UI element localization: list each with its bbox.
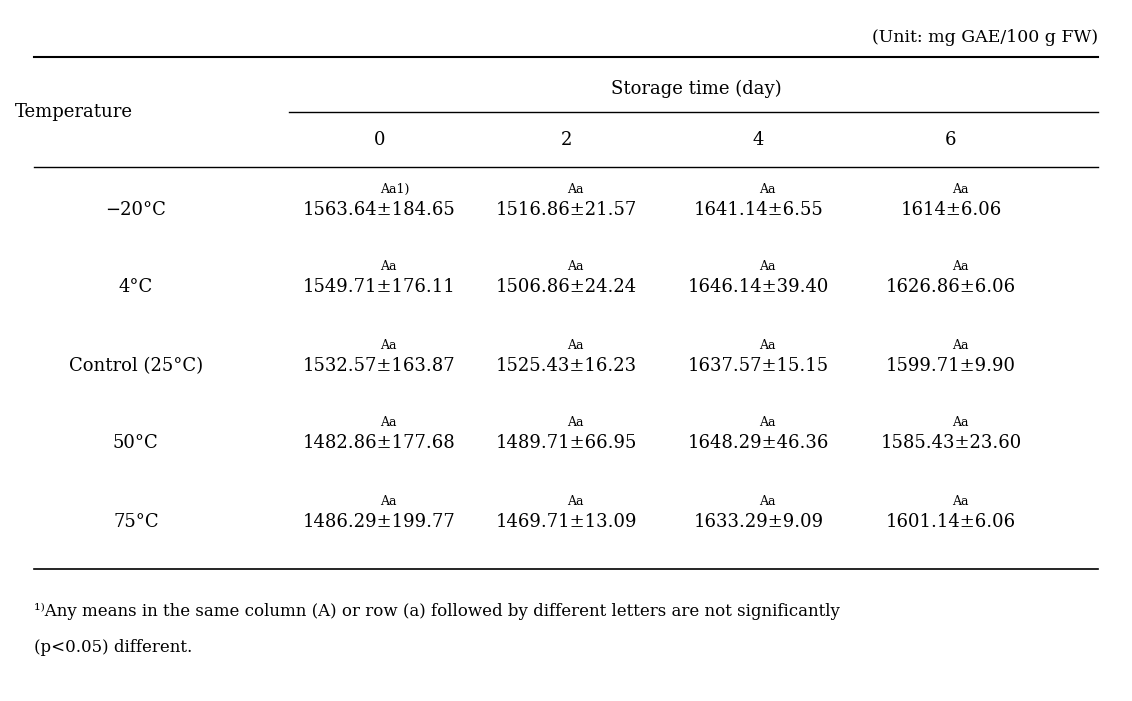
Text: 1525.43±16.23: 1525.43±16.23 [496,357,636,375]
Text: Aa: Aa [952,339,969,352]
Text: Aa: Aa [567,339,584,352]
Text: Aa: Aa [760,339,777,352]
Text: (p<0.05) different.: (p<0.05) different. [34,639,192,656]
Text: 1489.71±66.95: 1489.71±66.95 [496,434,636,452]
Text: 50°C: 50°C [113,434,158,452]
Text: 1516.86±21.57: 1516.86±21.57 [496,201,636,219]
Text: 1482.86±177.68: 1482.86±177.68 [303,434,455,452]
Text: Aa: Aa [760,260,777,273]
Text: Aa: Aa [760,416,777,429]
Text: 1506.86±24.24: 1506.86±24.24 [496,278,636,297]
Text: 1599.71±9.90: 1599.71±9.90 [886,357,1015,375]
Text: 6: 6 [945,131,957,149]
Text: Aa: Aa [760,495,777,508]
Text: 0: 0 [374,131,385,149]
Text: Aa: Aa [567,416,584,429]
Text: Aa: Aa [380,416,397,429]
Text: Aa: Aa [760,183,777,196]
Text: 1601.14±6.06: 1601.14±6.06 [886,513,1015,531]
Text: 75°C: 75°C [113,513,158,531]
Text: 1637.57±15.15: 1637.57±15.15 [688,357,829,375]
Text: 1486.29±199.77: 1486.29±199.77 [303,513,455,531]
Text: 1614±6.06: 1614±6.06 [900,201,1002,219]
Text: 4°C: 4°C [119,278,153,297]
Text: Aa: Aa [952,260,969,273]
Text: Aa: Aa [567,183,584,196]
Text: Aa: Aa [952,495,969,508]
Text: −20°C: −20°C [105,201,166,219]
Text: 1646.14±39.40: 1646.14±39.40 [688,278,829,297]
Text: Aa: Aa [952,416,969,429]
Text: 1641.14±6.55: 1641.14±6.55 [694,201,823,219]
Text: 1585.43±23.60: 1585.43±23.60 [881,434,1021,452]
Text: Aa: Aa [567,260,584,273]
Text: (Unit: mg GAE/100 g FW): (Unit: mg GAE/100 g FW) [872,29,1098,46]
Text: 1633.29±9.09: 1633.29±9.09 [694,513,823,531]
Text: 1469.71±13.09: 1469.71±13.09 [496,513,636,531]
Text: Aa: Aa [380,339,397,352]
Text: ¹⁾Any means in the same column (A) or row (a) followed by different letters are : ¹⁾Any means in the same column (A) or ro… [34,603,840,620]
Text: Aa: Aa [952,183,969,196]
Text: 2: 2 [560,131,572,149]
Text: Aa1): Aa1) [380,183,410,196]
Text: 1648.29±46.36: 1648.29±46.36 [688,434,829,452]
Text: Control (25°C): Control (25°C) [69,357,203,375]
Text: Aa: Aa [380,260,397,273]
Text: 1549.71±176.11: 1549.71±176.11 [303,278,455,297]
Text: Temperature: Temperature [15,103,132,121]
Text: Aa: Aa [567,495,584,508]
Text: 1626.86±6.06: 1626.86±6.06 [886,278,1015,297]
Text: Storage time (day): Storage time (day) [611,80,781,98]
Text: 1563.64±184.65: 1563.64±184.65 [303,201,455,219]
Text: 4: 4 [753,131,764,149]
Text: Aa: Aa [380,495,397,508]
Text: 1532.57±163.87: 1532.57±163.87 [303,357,455,375]
